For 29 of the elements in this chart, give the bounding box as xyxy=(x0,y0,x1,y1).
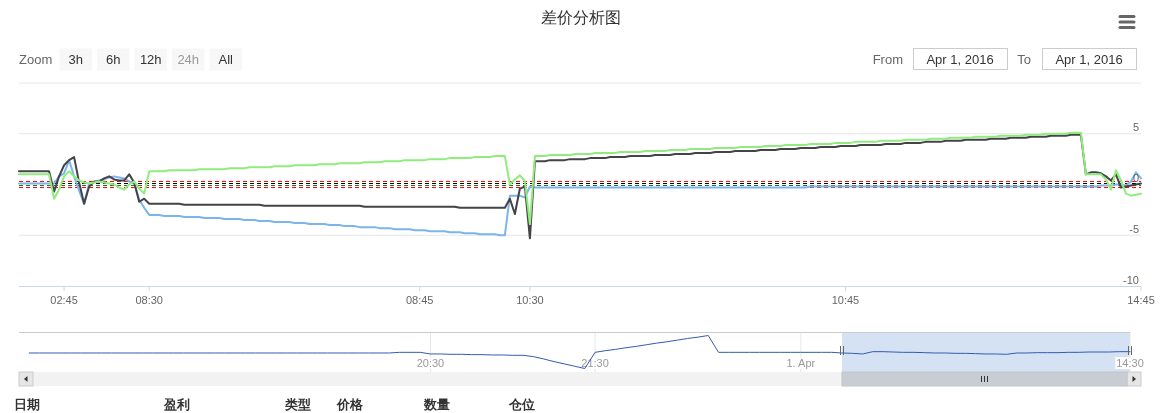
label: Zoom xyxy=(19,52,53,67)
header-cell: 类型 xyxy=(285,397,311,412)
y-tick-label: 5 xyxy=(1132,121,1139,134)
header-cell: 日期 xyxy=(14,397,40,412)
x-tick-label: 10:30 xyxy=(516,294,544,306)
button: 24h xyxy=(172,48,205,71)
x-tick-label: 14:45 xyxy=(1127,294,1155,306)
title: 差价分析图 xyxy=(541,9,621,26)
x-tick-label: 20:30 xyxy=(416,357,445,369)
header-cell: 数量 xyxy=(424,397,450,412)
x-tick-label: 10:45 xyxy=(831,294,860,306)
header-cell: 价格 xyxy=(337,397,363,412)
button: 6h xyxy=(97,48,130,71)
header-cell: 盈利 xyxy=(164,397,190,412)
header-cell: 仓位 xyxy=(509,397,535,412)
x-tick-label: 08:30 xyxy=(135,294,163,306)
button: 12h xyxy=(134,48,167,71)
input: Apr 1, 2016 xyxy=(1042,48,1137,70)
input: Apr 1, 2016 xyxy=(913,48,1008,70)
y-tick-label: -10 xyxy=(1123,273,1139,286)
label: From xyxy=(872,52,903,67)
button: All xyxy=(209,48,242,71)
button: 3h xyxy=(59,48,92,71)
y-tick-label: -5 xyxy=(1129,222,1139,235)
x-tick-label: 02:45 xyxy=(50,294,78,306)
x-tick-label: 1. Apr xyxy=(786,357,816,369)
x-tick-label: 14:30 xyxy=(1116,357,1144,369)
label: To xyxy=(1017,52,1031,67)
x-tick-label: 08:45 xyxy=(405,294,434,306)
